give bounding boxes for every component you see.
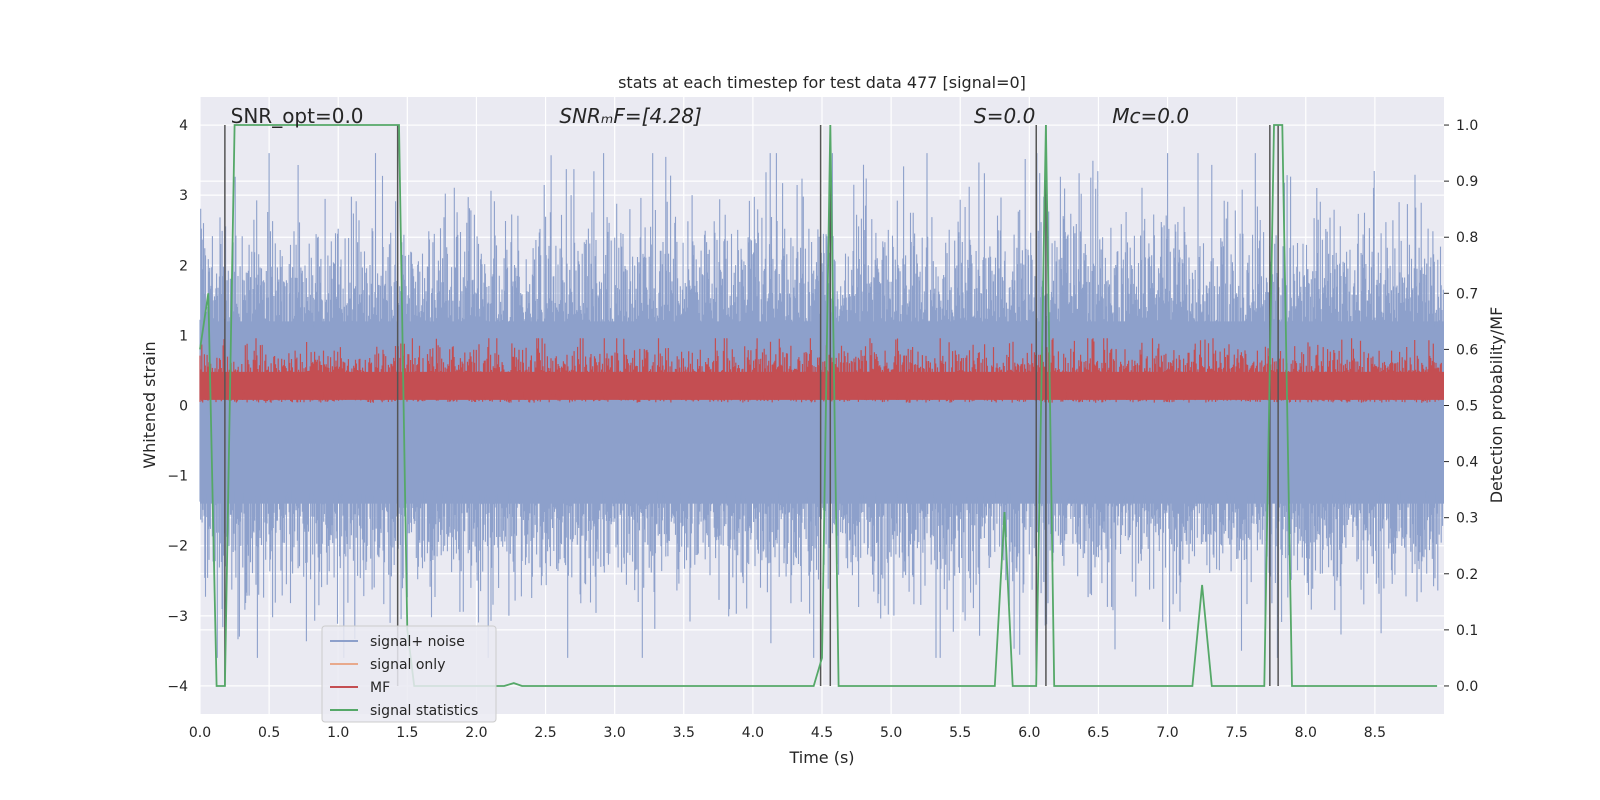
annotation-label: SNRₘF=[4.28] bbox=[559, 104, 701, 128]
y-right-tick-label: 0.1 bbox=[1456, 623, 1478, 639]
x-tick-label: 4.0 bbox=[742, 725, 764, 741]
y-axis-right-ticks: 0.0 0.1 0.2 0.3 0.4 0.5 0.6 0.7 0.8 0.9 1.0 bbox=[1444, 118, 1478, 695]
y-axis-left-label: Whitened strain bbox=[140, 341, 159, 468]
y-right-tick-label: 0.8 bbox=[1456, 230, 1478, 246]
y-left-tick-label: −2 bbox=[167, 539, 188, 555]
x-tick-label: 2.0 bbox=[465, 725, 487, 741]
y-axis-right-label: Detection probability/MF bbox=[1487, 307, 1506, 504]
mf-trace bbox=[199, 338, 1444, 403]
y-right-tick-label: 0.6 bbox=[1456, 342, 1478, 358]
legend-entry: signal+ noise bbox=[370, 634, 465, 650]
x-tick-label: 1.0 bbox=[327, 725, 349, 741]
y-right-tick-label: 0.7 bbox=[1456, 286, 1478, 302]
y-left-tick-label: 2 bbox=[179, 258, 188, 274]
y-right-tick-label: 0.2 bbox=[1456, 567, 1478, 583]
y-left-tick-label: −3 bbox=[167, 609, 188, 625]
x-tick-label: 5.0 bbox=[880, 725, 902, 741]
x-tick-label: 3.0 bbox=[604, 725, 626, 741]
y-right-tick-label: 0.0 bbox=[1456, 679, 1478, 695]
annotation-label: S=0.0 bbox=[974, 104, 1035, 128]
x-tick-label: 5.5 bbox=[949, 725, 971, 741]
annotations: SNR_opt=0.0 SNRₘF=[4.28] S=0.0 Mᴄ=0.0 bbox=[231, 104, 1189, 128]
x-tick-label: 2.5 bbox=[534, 725, 556, 741]
series-signal-statistics bbox=[199, 124, 1438, 687]
x-axis-label: Time (s) bbox=[788, 748, 854, 767]
y-right-tick-label: 1.0 bbox=[1456, 118, 1478, 134]
legend-box bbox=[321, 625, 497, 723]
chart-title: stats at each timestep for test data 477… bbox=[618, 73, 1026, 92]
x-tick-label: 8.5 bbox=[1364, 725, 1386, 741]
legend-entry: signal statistics bbox=[370, 703, 478, 719]
x-tick-label: 6.0 bbox=[1018, 725, 1040, 741]
y-left-tick-label: 3 bbox=[179, 188, 188, 204]
annotation-label: Mᴄ=0.0 bbox=[1112, 104, 1189, 128]
series-mf bbox=[199, 338, 1444, 403]
y-left-tick-label: −4 bbox=[167, 679, 188, 695]
x-tick-label: 1.5 bbox=[396, 725, 418, 741]
x-tick-label: 0.5 bbox=[258, 725, 280, 741]
x-tick-label: 4.5 bbox=[811, 725, 833, 741]
y-right-tick-label: 0.3 bbox=[1456, 511, 1478, 527]
legend-entry: MF bbox=[370, 680, 390, 696]
legend-entry: signal only bbox=[370, 657, 445, 673]
y-left-tick-label: 1 bbox=[179, 328, 188, 344]
y-left-tick-label: 0 bbox=[179, 399, 188, 415]
y-left-tick-label: 4 bbox=[179, 118, 188, 134]
y-right-tick-label: 0.5 bbox=[1456, 399, 1478, 415]
y-left-tick-label: −1 bbox=[167, 469, 188, 485]
x-tick-label: 7.5 bbox=[1226, 725, 1248, 741]
x-axis-ticks: 0.0 0.5 1.0 1.5 2.0 2.5 3.0 3.5 4.0 4.5 5.0 5.5 6.0 6… bbox=[189, 725, 1386, 741]
x-tick-label: 6.5 bbox=[1087, 725, 1109, 741]
annotation-label: SNR_opt=0.0 bbox=[231, 104, 364, 128]
signal-statistics-line bbox=[199, 124, 1438, 687]
y-axis-left-ticks: −4 −3 −2 −1 0 1 2 3 4 bbox=[167, 118, 188, 695]
y-right-tick-label: 0.9 bbox=[1456, 174, 1478, 190]
x-tick-label: 8.0 bbox=[1295, 725, 1317, 741]
x-tick-label: 0.0 bbox=[189, 725, 211, 741]
x-tick-label: 7.0 bbox=[1156, 725, 1178, 741]
series-signal-noise bbox=[199, 153, 1444, 658]
x-tick-label: 3.5 bbox=[673, 725, 695, 741]
legend: signal+ noise signal only MF signal statist… bbox=[321, 625, 497, 723]
y-right-tick-label: 0.4 bbox=[1456, 455, 1478, 471]
